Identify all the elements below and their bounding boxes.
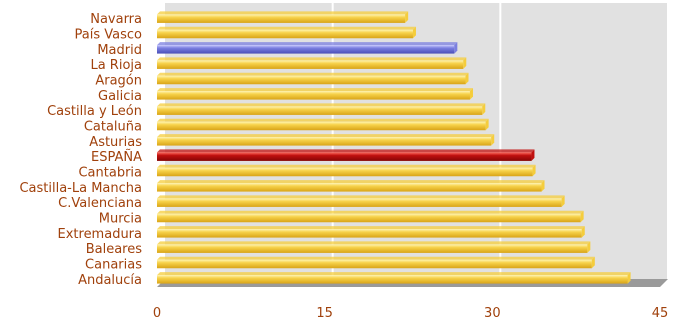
category-label: Madrid [97, 43, 142, 58]
x-tick-label: 30 [484, 306, 501, 320]
bar-end-face [587, 241, 591, 253]
bar-top-face [157, 42, 458, 46]
bar-país-vasco [157, 26, 416, 39]
bar-baleares [157, 241, 591, 253]
bar-top-face [157, 164, 536, 168]
bar-cataluña [157, 118, 489, 131]
bar-top-face [157, 226, 585, 230]
bar-end-face [532, 164, 536, 177]
bar-españa [157, 149, 535, 161]
bar-top-face [157, 72, 469, 76]
bar-extremadura [157, 226, 585, 238]
bar-end-face [465, 72, 469, 85]
bar-canarias [157, 256, 595, 269]
category-label: Extremadura [58, 227, 143, 242]
bar-front-face [157, 106, 483, 115]
bar-end-face [581, 226, 585, 238]
bar-end-face [482, 103, 486, 115]
bar-top-face [157, 118, 489, 122]
category-label: Baleares [86, 242, 143, 257]
x-tick-label: 15 [316, 306, 333, 320]
bar-castilla-la-mancha [157, 180, 545, 192]
bar-navarra [157, 11, 409, 23]
category-label: Canarias [85, 258, 142, 273]
bar-end-face [541, 180, 545, 192]
bar-front-face [157, 152, 532, 161]
bar-top-face [157, 26, 416, 30]
category-label: País Vasco [75, 28, 143, 43]
bar-top-face [157, 195, 565, 199]
category-label: Andalucía [78, 273, 142, 288]
category-label: ESPAÑA [91, 149, 142, 165]
bar-end-face [580, 210, 584, 223]
bar-end-face [469, 88, 473, 100]
bar-front-face [157, 213, 581, 223]
bar-top-face [157, 11, 409, 15]
category-label: Aragón [95, 74, 142, 89]
bars [157, 11, 631, 284]
bar-front-face [157, 183, 542, 192]
bar-top-face [157, 149, 535, 153]
bar-madrid [157, 42, 458, 54]
bar-front-face [157, 14, 406, 23]
bar-front-face [157, 45, 455, 54]
bar-top-face [157, 256, 595, 260]
bar-top-face [157, 272, 631, 276]
bar-front-face [157, 91, 470, 100]
bar-front-face [157, 244, 588, 253]
category-label: Cantabria [78, 166, 142, 181]
bar-front-face [157, 259, 592, 269]
bar-front-face [157, 275, 628, 284]
bar-front-face [157, 29, 413, 39]
bar-end-face [561, 195, 565, 207]
x-tick-label: 0 [153, 306, 161, 320]
bar-la-rioja [157, 57, 467, 69]
bar-end-face [591, 256, 595, 269]
bar-top-face [157, 88, 473, 92]
x-tick-label: 45 [652, 306, 669, 320]
bar-murcia [157, 210, 584, 223]
bar-end-face [463, 57, 467, 69]
category-label: La Rioja [90, 58, 142, 73]
bar-front-face [157, 198, 562, 207]
bar-end-face [454, 42, 458, 54]
category-label: C.Valenciana [58, 196, 142, 211]
bar-end-face [491, 134, 495, 146]
bar-end-face [485, 118, 489, 131]
bar-c-valenciana [157, 195, 565, 207]
bar-top-face [157, 57, 467, 61]
bar-front-face [157, 60, 464, 69]
bar-castilla-y-león [157, 103, 486, 115]
bar-andalucía [157, 272, 631, 284]
category-label: Galicia [98, 89, 142, 104]
category-label: Cataluña [84, 120, 142, 135]
bar-front-face [157, 137, 492, 146]
bar-end-face [531, 149, 535, 161]
bar-end-face [627, 272, 631, 284]
category-label: Murcia [99, 212, 142, 227]
bar-front-face [157, 167, 533, 177]
category-label: Castilla-La Mancha [19, 181, 142, 196]
bar-top-face [157, 241, 591, 245]
bar-end-face [412, 26, 416, 39]
bar-top-face [157, 134, 495, 138]
bar-front-face [157, 121, 486, 131]
bar-front-face [157, 229, 582, 238]
bar-cantabria [157, 164, 536, 177]
category-label: Castilla y León [47, 104, 142, 119]
bar-end-face [405, 11, 409, 23]
bar-top-face [157, 210, 584, 214]
bar-top-face [157, 103, 486, 107]
x-axis-ticks: 0 15 30 45 [153, 306, 668, 320]
category-label: Asturias [89, 135, 142, 150]
bar-top-face [157, 180, 545, 184]
bar-aragón [157, 72, 469, 85]
bar-front-face [157, 75, 466, 85]
bar-galicia [157, 88, 473, 100]
category-label: Navarra [90, 12, 142, 27]
bar-asturias [157, 134, 495, 146]
